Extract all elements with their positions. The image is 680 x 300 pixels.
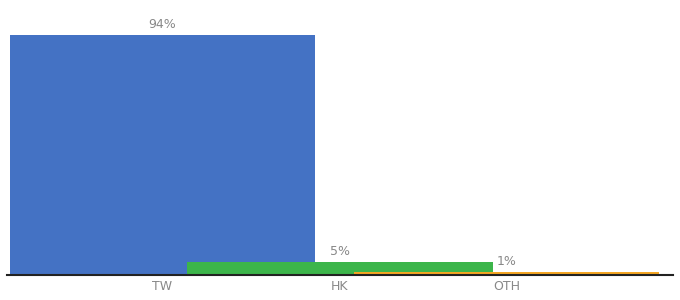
Bar <box>354 272 659 274</box>
Bar <box>188 262 492 274</box>
Text: 94%: 94% <box>148 18 176 31</box>
Text: 1%: 1% <box>496 255 517 268</box>
Text: 5%: 5% <box>330 245 350 258</box>
Bar <box>10 35 315 274</box>
